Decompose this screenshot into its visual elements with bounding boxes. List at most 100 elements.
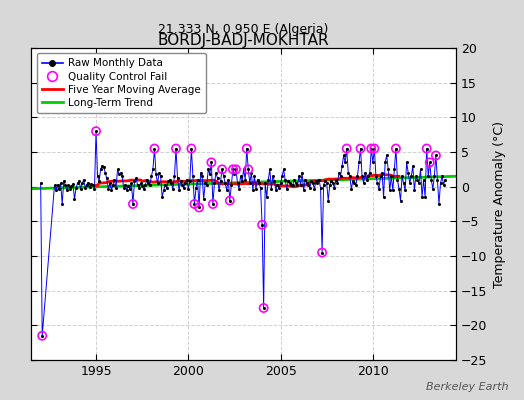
Point: [228, 166, 237, 172]
Point: [387, 173, 396, 180]
Point: [274, 181, 282, 188]
Point: [281, 176, 289, 183]
Point: [246, 180, 254, 186]
Point: [93, 173, 102, 180]
Point: [139, 186, 148, 193]
Point: [432, 152, 440, 159]
Point: [318, 249, 326, 256]
Point: [256, 185, 265, 191]
Point: [318, 249, 326, 256]
Point: [212, 170, 220, 176]
Point: [389, 187, 397, 193]
Point: [407, 173, 416, 180]
Point: [430, 173, 439, 180]
Point: [263, 194, 271, 200]
Point: [247, 170, 256, 176]
Point: [267, 186, 276, 192]
Point: [63, 187, 71, 193]
Point: [86, 184, 94, 190]
Point: [236, 173, 245, 180]
Point: [207, 159, 215, 166]
Point: [330, 185, 339, 191]
Point: [232, 166, 240, 172]
Point: [209, 201, 217, 207]
Point: [135, 185, 143, 191]
Point: [155, 170, 163, 176]
Point: [358, 173, 366, 180]
Point: [375, 186, 383, 192]
Point: [243, 145, 251, 152]
Point: [418, 194, 426, 200]
Point: [402, 159, 411, 166]
Point: [216, 178, 225, 184]
Point: [384, 166, 392, 172]
Point: [89, 182, 97, 188]
Point: [84, 179, 93, 186]
Point: [340, 152, 348, 159]
Point: [230, 171, 238, 177]
Point: [372, 173, 380, 180]
Point: [127, 180, 136, 186]
Point: [433, 176, 442, 183]
Point: [149, 166, 157, 172]
Point: [393, 176, 401, 183]
Point: [66, 186, 74, 192]
Legend: Raw Monthly Data, Quality Control Fail, Five Year Moving Average, Long-Term Tren: Raw Monthly Data, Quality Control Fail, …: [37, 53, 206, 113]
Point: [305, 185, 314, 191]
Point: [196, 170, 205, 176]
Point: [72, 185, 80, 191]
Point: [116, 170, 125, 176]
Point: [81, 185, 90, 191]
Point: [264, 176, 272, 183]
Point: [416, 166, 424, 172]
Point: [154, 180, 162, 186]
Point: [110, 176, 118, 183]
Point: [255, 180, 263, 186]
Point: [69, 181, 77, 187]
Point: [57, 180, 65, 186]
Point: [75, 178, 83, 184]
Point: [129, 201, 137, 207]
Point: [386, 187, 394, 193]
Point: [235, 186, 243, 192]
Point: [336, 173, 345, 180]
Point: [412, 173, 420, 180]
Point: [90, 186, 99, 192]
Point: [61, 181, 70, 188]
Point: [67, 183, 75, 189]
Point: [181, 180, 189, 186]
Point: [187, 145, 195, 152]
Point: [409, 163, 417, 169]
Point: [361, 170, 369, 176]
Point: [232, 166, 240, 172]
Point: [172, 145, 180, 152]
Point: [150, 145, 159, 152]
Point: [363, 176, 371, 183]
Point: [258, 222, 266, 228]
Point: [52, 187, 60, 193]
Point: [221, 180, 230, 186]
Point: [167, 180, 176, 186]
Point: [244, 166, 253, 172]
Point: [187, 145, 195, 152]
Point: [205, 171, 214, 177]
Point: [261, 180, 269, 186]
Point: [228, 166, 237, 172]
Y-axis label: Temperature Anomaly (°C): Temperature Anomaly (°C): [493, 120, 506, 288]
Point: [218, 166, 226, 172]
Point: [322, 180, 331, 186]
Point: [96, 166, 105, 172]
Point: [119, 185, 128, 191]
Point: [220, 173, 228, 180]
Point: [425, 159, 434, 166]
Point: [259, 305, 268, 311]
Point: [284, 178, 292, 184]
Point: [367, 145, 376, 152]
Point: [223, 187, 231, 193]
Point: [404, 170, 412, 176]
Point: [370, 145, 378, 152]
Point: [207, 159, 215, 166]
Point: [275, 185, 283, 191]
Point: [180, 185, 188, 191]
Text: Berkeley Earth: Berkeley Earth: [426, 382, 508, 392]
